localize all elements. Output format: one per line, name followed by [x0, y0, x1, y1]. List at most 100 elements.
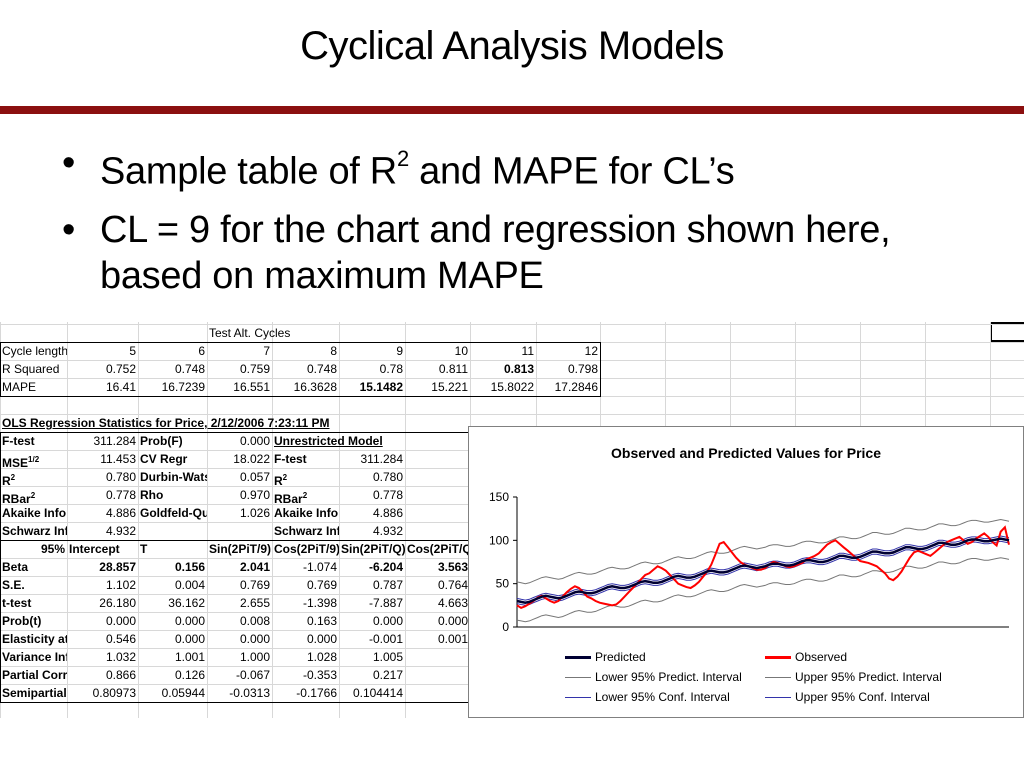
- coef-value-cell[interactable]: 2.655: [239, 596, 270, 610]
- coef-value-cell[interactable]: 0.156: [174, 560, 205, 574]
- stat-cell[interactable]: Prob(F): [140, 434, 183, 448]
- stat-cell[interactable]: 0.778: [372, 488, 403, 502]
- cycles-header[interactable]: Test Alt. Cycles: [209, 326, 291, 340]
- stat-cell[interactable]: 4.932: [372, 524, 403, 538]
- stat-cell[interactable]: R2: [274, 473, 288, 487]
- mape-cell[interactable]: 16.551: [233, 380, 270, 394]
- r-squared-cell[interactable]: 0.759: [239, 362, 270, 376]
- coef-value-cell[interactable]: 0.126: [174, 668, 205, 682]
- stat-cell[interactable]: 11.453: [100, 452, 136, 466]
- coef-value-cell[interactable]: 0.000: [174, 632, 205, 646]
- coef-value-cell[interactable]: [405, 667, 470, 685]
- coef-value-cell[interactable]: 0.217: [372, 668, 403, 682]
- selected-cell[interactable]: [990, 322, 1024, 342]
- stat-cell[interactable]: 311.284: [93, 434, 137, 448]
- coef-value-cell[interactable]: 0.769: [239, 578, 270, 592]
- stat-cell[interactable]: 1.026: [239, 506, 270, 520]
- coef-value-cell[interactable]: 0.008: [239, 614, 270, 628]
- r-squared-cell[interactable]: 0.748: [174, 362, 205, 376]
- coef-value-cell[interactable]: 0.787: [372, 578, 403, 592]
- stat-cell[interactable]: Schwarz Info: [274, 524, 339, 538]
- r-squared-cell[interactable]: 0.811: [438, 362, 468, 376]
- coef-value-cell[interactable]: -0.0313: [229, 686, 270, 700]
- stat-cell[interactable]: 0.057: [239, 470, 270, 484]
- stat-cell[interactable]: 0.780: [372, 470, 403, 484]
- stat-cell[interactable]: RBar2: [274, 491, 308, 505]
- mape-cell[interactable]: 15.8022: [490, 380, 534, 394]
- coef-value-cell[interactable]: -0.353: [302, 668, 337, 682]
- coef-value-cell[interactable]: 0.000: [174, 614, 205, 628]
- coef-header-cell[interactable]: 95%: [40, 542, 65, 556]
- stat-cell[interactable]: 311.284: [360, 452, 404, 466]
- stat-cell[interactable]: Akaike Info: [2, 506, 67, 520]
- row-label[interactable]: R Squared: [2, 362, 60, 376]
- coef-value-cell[interactable]: 0.05944: [161, 686, 205, 700]
- coef-header-cell[interactable]: Cos(2PiT/9): [274, 542, 339, 556]
- coef-row-label[interactable]: Prob(t): [2, 614, 42, 628]
- coef-value-cell[interactable]: 0.104414: [352, 686, 403, 700]
- stat-cell[interactable]: F-test: [274, 452, 307, 466]
- coef-row-label[interactable]: Variance Inflation Factor: [2, 650, 67, 664]
- coef-value-cell[interactable]: -1.398: [302, 596, 337, 610]
- cycle-length-cell[interactable]: 12: [584, 344, 598, 358]
- stat-cell[interactable]: 0.000: [239, 434, 270, 448]
- r-squared-cell[interactable]: 0.813: [503, 362, 534, 376]
- stat-cell[interactable]: 4.886: [105, 506, 136, 520]
- price-chart[interactable]: Observed and Predicted Values for Price 0…: [468, 426, 1024, 718]
- mape-cell[interactable]: 17.2846: [554, 380, 598, 394]
- stat-cell[interactable]: 4.932: [105, 524, 136, 538]
- coef-header-cell[interactable]: Cos(2PiT/Q): [407, 542, 470, 556]
- cycle-length-cell[interactable]: 8: [330, 344, 337, 358]
- coef-value-cell[interactable]: 0.000: [306, 632, 337, 646]
- coef-value-cell[interactable]: 2.041: [239, 560, 270, 574]
- coef-row-label[interactable]: Beta: [2, 560, 29, 574]
- coef-value-cell[interactable]: 1.028: [306, 650, 337, 664]
- stat-cell[interactable]: 0.780: [105, 470, 136, 484]
- coef-header-cell[interactable]: Sin(2PiT/9): [209, 542, 272, 556]
- coef-value-cell[interactable]: 0.000: [372, 614, 403, 628]
- coef-value-cell[interactable]: 0.000: [239, 632, 270, 646]
- coef-value-cell[interactable]: 0.769: [306, 578, 337, 592]
- stat-cell[interactable]: 4.886: [372, 506, 403, 520]
- coef-value-cell[interactable]: 1.001: [174, 650, 205, 664]
- r-squared-cell[interactable]: 0.752: [105, 362, 136, 376]
- mape-cell[interactable]: 16.7239: [161, 380, 205, 394]
- coef-row-label[interactable]: Semipartial Correlation: [2, 686, 67, 700]
- stat-cell[interactable]: [207, 523, 272, 541]
- stat-cell[interactable]: MSE1/2: [2, 455, 40, 469]
- cycle-length-cell[interactable]: 7: [263, 344, 270, 358]
- cycle-length-cell[interactable]: 6: [198, 344, 205, 358]
- coef-header-cell[interactable]: T: [140, 542, 148, 556]
- coef-value-cell[interactable]: 0.000: [105, 614, 136, 628]
- stat-cell[interactable]: [138, 523, 207, 541]
- coef-value-cell[interactable]: -0.067: [235, 668, 270, 682]
- stat-cell[interactable]: Schwarz Info: [2, 524, 67, 538]
- stat-cell[interactable]: [339, 433, 405, 451]
- cycle-length-cell[interactable]: 10: [454, 344, 468, 358]
- coef-value-cell[interactable]: 1.005: [372, 650, 403, 664]
- coef-row-label[interactable]: S.E.: [2, 578, 25, 592]
- stat-cell[interactable]: Akaike Info: [274, 506, 339, 520]
- mape-cell[interactable]: 15.1482: [359, 380, 403, 394]
- coef-value-cell[interactable]: 0.001: [437, 632, 468, 646]
- stat-cell[interactable]: Goldfeld-Quandt: [140, 506, 207, 520]
- mape-cell[interactable]: 16.3628: [293, 380, 337, 394]
- stat-cell[interactable]: RBar2: [2, 491, 36, 505]
- stat-cell[interactable]: Rho: [140, 488, 164, 502]
- coef-value-cell[interactable]: -7.887: [368, 596, 403, 610]
- ols-header[interactable]: OLS Regression Statistics for Price, 2/1…: [2, 416, 330, 430]
- coef-value-cell[interactable]: -0.1766: [296, 686, 337, 700]
- r-squared-cell[interactable]: 0.798: [567, 362, 598, 376]
- coef-value-cell[interactable]: 0.004: [174, 578, 205, 592]
- coef-value-cell[interactable]: 36.162: [168, 596, 205, 610]
- cycle-length-cell[interactable]: 9: [396, 344, 403, 358]
- coef-value-cell[interactable]: 0.764: [437, 578, 468, 592]
- coef-value-cell[interactable]: 28.857: [99, 560, 136, 574]
- coef-value-cell[interactable]: 1.102: [105, 578, 136, 592]
- coef-row-label[interactable]: Partial Correlation: [2, 668, 67, 682]
- coef-value-cell[interactable]: -0.001: [368, 632, 403, 646]
- coef-value-cell[interactable]: -6.204: [368, 560, 403, 574]
- coef-value-cell[interactable]: 3.563: [437, 560, 468, 574]
- cycle-length-cell[interactable]: 11: [521, 344, 534, 358]
- coef-header-cell[interactable]: Intercept: [69, 542, 120, 556]
